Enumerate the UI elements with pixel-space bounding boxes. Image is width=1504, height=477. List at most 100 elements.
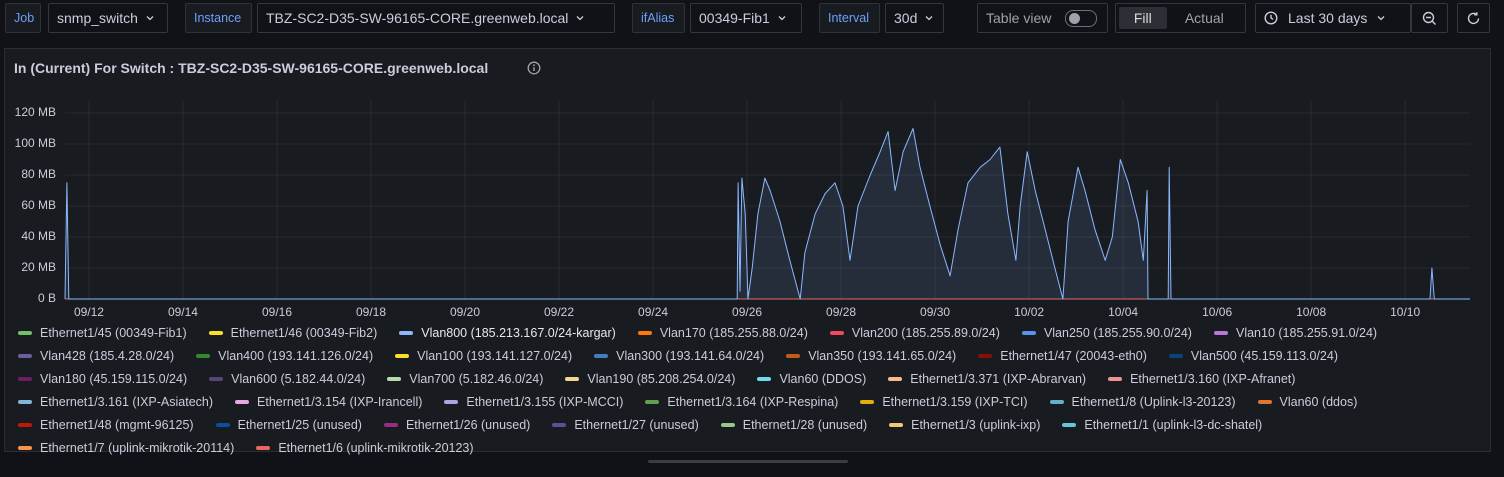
legend-swatch bbox=[235, 400, 250, 404]
instance-select[interactable]: TBZ-SC2-D35-SW-96165-CORE.greenweb.local bbox=[257, 3, 615, 33]
legend-item[interactable]: Vlan100 (193.141.127.0/24) bbox=[395, 348, 572, 364]
legend-swatch bbox=[1062, 423, 1077, 427]
legend-swatch bbox=[645, 400, 660, 404]
legend-swatch bbox=[196, 354, 211, 358]
legend-label: Vlan800 (185.213.167.0/24-kargar) bbox=[421, 326, 616, 340]
legend-item[interactable]: Ethernet1/8 (Uplink-l3-20123) bbox=[1049, 394, 1236, 410]
legend-item[interactable]: Ethernet1/6 (uplink-mikrotik-20123) bbox=[256, 440, 474, 456]
select-value: 00349-Fib1 bbox=[699, 10, 770, 26]
legend-item[interactable]: Vlan350 (193.141.65.0/24) bbox=[786, 348, 956, 364]
legend-item[interactable]: Ethernet1/28 (unused) bbox=[720, 417, 867, 433]
legend-label: Ethernet1/25 (unused) bbox=[237, 418, 362, 432]
legend-swatch bbox=[1168, 354, 1183, 358]
legend-swatch bbox=[637, 331, 652, 335]
legend-item[interactable]: Ethernet1/48 (mgmt-96125) bbox=[18, 417, 194, 433]
y-tick-label: 100 MB bbox=[15, 136, 56, 150]
zoom-out-button[interactable] bbox=[1411, 3, 1448, 33]
legend-swatch bbox=[18, 400, 32, 404]
actual-button[interactable]: Actual bbox=[1184, 10, 1224, 26]
legend-item[interactable]: Vlan60 (DDOS) bbox=[757, 371, 866, 387]
legend-item[interactable]: Ethernet1/3.155 (IXP-MCCI) bbox=[444, 394, 623, 410]
legend-item[interactable]: Vlan250 (185.255.90.0/24) bbox=[1021, 325, 1192, 341]
legend-label: Vlan500 (45.159.113.0/24) bbox=[1190, 349, 1338, 363]
legend-label: Ethernet1/3.160 (IXP-Afranet) bbox=[1130, 372, 1296, 386]
legend-item[interactable]: Ethernet1/3.159 (IXP-TCI) bbox=[860, 394, 1028, 410]
legend-item[interactable]: Ethernet1/3.160 (IXP-Afranet) bbox=[1108, 371, 1295, 387]
job-select[interactable]: snmp_switch bbox=[48, 3, 168, 33]
ifalias-select[interactable]: 00349-Fib1 bbox=[690, 3, 802, 33]
legend-item[interactable]: Ethernet1/25 (unused) bbox=[215, 417, 362, 433]
legend-item[interactable]: Vlan300 (193.141.64.0/24) bbox=[594, 348, 764, 364]
legend-item[interactable]: Ethernet1/45 (00349-Fib1) bbox=[18, 325, 187, 341]
chevron bbox=[146, 16, 154, 21]
x-tick-label: 09/20 bbox=[450, 305, 480, 319]
legend-label: Ethernet1/48 (mgmt-96125) bbox=[40, 418, 194, 432]
legend-label: Ethernet1/3.154 (IXP-Irancell) bbox=[257, 395, 423, 409]
legend-swatch bbox=[399, 331, 414, 335]
legend-item[interactable]: Vlan600 (5.182.44.0/24) bbox=[209, 371, 365, 387]
clock-icon bbox=[1264, 11, 1278, 25]
label-text: Instance bbox=[194, 11, 242, 25]
legend-item[interactable]: Vlan190 (85.208.254.0/24) bbox=[565, 371, 735, 387]
label-text: Job bbox=[14, 11, 35, 25]
legend-swatch bbox=[889, 423, 904, 427]
switch bbox=[1065, 9, 1098, 27]
y-tick-label: 40 MB bbox=[21, 229, 56, 243]
legend-item[interactable]: Vlan700 (5.182.46.0/24) bbox=[387, 371, 543, 387]
legend-item[interactable]: Ethernet1/3.154 (IXP-Irancell) bbox=[235, 394, 422, 410]
legend-item[interactable]: Vlan428 (185.4.28.0/24) bbox=[18, 348, 174, 364]
legend-label: Ethernet1/7 (uplink-mikrotik-20114) bbox=[40, 441, 235, 455]
time-range-picker[interactable]: Last 30 days bbox=[1255, 3, 1411, 33]
legend-item[interactable]: Ethernet1/26 (unused) bbox=[383, 417, 530, 433]
x-tick-label: 10/04 bbox=[1108, 305, 1138, 319]
legend-swatch bbox=[18, 354, 32, 358]
legend-label: Vlan100 (193.141.127.0/24) bbox=[417, 349, 573, 363]
legend-label: Vlan700 (5.182.46.0/24) bbox=[409, 372, 544, 386]
legend-label: Ethernet1/6 (uplink-mikrotik-20123) bbox=[278, 441, 474, 455]
ifalias-label: ifAlias bbox=[632, 3, 685, 33]
switch-knob bbox=[1069, 12, 1081, 24]
info-icon[interactable] bbox=[527, 61, 541, 75]
refresh-button[interactable] bbox=[1457, 3, 1490, 33]
legend-label: Vlan180 (45.159.115.0/24) bbox=[40, 372, 188, 386]
interval-select[interactable]: 30d bbox=[885, 3, 944, 33]
legend-item[interactable]: Vlan170 (185.255.88.0/24) bbox=[637, 325, 808, 341]
y-tick-label: 80 MB bbox=[21, 167, 56, 181]
legend-label: Vlan200 (185.255.89.0/24) bbox=[851, 326, 1000, 340]
y-tick-label: 0 B bbox=[38, 291, 56, 305]
x-tick-label: 10/10 bbox=[1390, 305, 1420, 319]
resize-handle[interactable] bbox=[648, 460, 848, 463]
legend-item[interactable]: Vlan500 (45.159.113.0/24) bbox=[1168, 348, 1338, 364]
legend-item[interactable]: Ethernet1/27 (unused) bbox=[552, 417, 699, 433]
table-view-toggle[interactable]: Table view bbox=[977, 3, 1108, 33]
legend-label: Vlan250 (185.255.90.0/24) bbox=[1043, 326, 1192, 340]
legend-swatch bbox=[209, 377, 224, 381]
label-text: ifAlias bbox=[641, 11, 675, 25]
legend-item[interactable]: Ethernet1/47 (20043-eth0) bbox=[978, 348, 1147, 364]
legend-item[interactable]: Ethernet1/3.161 (IXP-Asiatech) bbox=[18, 394, 213, 410]
legend-item[interactable]: Ethernet1/46 (00349-Fib2) bbox=[208, 325, 377, 341]
x-tick-label: 09/16 bbox=[262, 305, 292, 319]
legend-swatch bbox=[888, 377, 903, 381]
x-tick-label: 09/30 bbox=[920, 305, 950, 319]
legend-item[interactable]: Ethernet1/3 (uplink-ixp) bbox=[889, 417, 1040, 433]
legend-item[interactable]: Ethernet1/1 (uplink-l3-dc-shatel) bbox=[1062, 417, 1262, 433]
legend-item[interactable]: Vlan400 (193.141.126.0/24) bbox=[196, 348, 373, 364]
legend-item[interactable]: Vlan10 (185.255.91.0/24) bbox=[1213, 325, 1377, 341]
legend-swatch bbox=[383, 423, 398, 427]
legend-label: Vlan400 (193.141.126.0/24) bbox=[218, 349, 374, 363]
legend-item[interactable]: Ethernet1/7 (uplink-mikrotik-20114) bbox=[18, 440, 234, 456]
legend-label: Vlan350 (193.141.65.0/24) bbox=[808, 349, 957, 363]
legend-item[interactable]: Vlan180 (45.159.115.0/24) bbox=[18, 371, 187, 387]
legend-swatch bbox=[215, 423, 230, 427]
label-text: Interval bbox=[828, 11, 869, 25]
legend-label: Ethernet1/3.159 (IXP-TCI) bbox=[882, 395, 1028, 409]
legend-item[interactable]: Vlan200 (185.255.89.0/24) bbox=[829, 325, 1000, 341]
legend-item[interactable]: Ethernet1/3.371 (IXP-Abrarvan) bbox=[888, 371, 1086, 387]
legend-item[interactable]: Ethernet1/3.164 (IXP-Respina) bbox=[645, 394, 838, 410]
legend-item[interactable]: Vlan800 (185.213.167.0/24-kargar) bbox=[399, 325, 616, 341]
fill-button[interactable]: Fill bbox=[1119, 7, 1167, 29]
legend-swatch bbox=[256, 446, 271, 450]
legend-item[interactable]: Vlan60 (ddos) bbox=[1257, 394, 1357, 410]
